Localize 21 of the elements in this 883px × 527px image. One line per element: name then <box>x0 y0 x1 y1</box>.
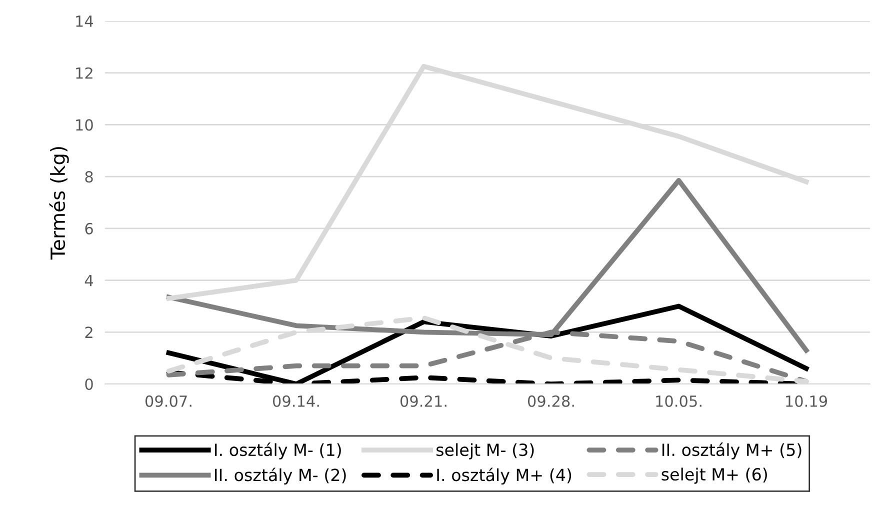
legend-label: selejt M- (3) <box>436 443 534 460</box>
y-axis-title: Termés (kg) <box>49 147 69 260</box>
legend-label: II. osztály M- (2) <box>215 468 346 484</box>
x-tick-label: 10.05. <box>656 395 702 407</box>
y-tick-label: 4 <box>84 274 94 286</box>
x-tick-label: 09.21. <box>400 395 446 407</box>
legend-label: selejt M+ (6) <box>662 468 767 484</box>
y-tick-label: 10 <box>76 119 93 131</box>
legend-label: I. osztály M- (1) <box>215 442 341 460</box>
x-tick-label: 09.07. <box>145 395 192 407</box>
y-tick-label: 14 <box>76 16 94 27</box>
y-tick-label: 12 <box>76 67 92 79</box>
legend-label: II. osztály M+ (5) <box>662 442 802 460</box>
legend-label: I. osztály M+ (4) <box>437 468 572 484</box>
y-tick-label: 6 <box>85 222 93 234</box>
y-tick-label: 2 <box>85 326 92 338</box>
y-tick-label: 0 <box>85 378 93 390</box>
x-tick-label: 09.28. <box>528 395 574 407</box>
x-tick-label: 10.19 <box>786 395 828 407</box>
y-tick-label: 8 <box>85 171 93 183</box>
x-tick-label: 09.14. <box>272 395 319 407</box>
